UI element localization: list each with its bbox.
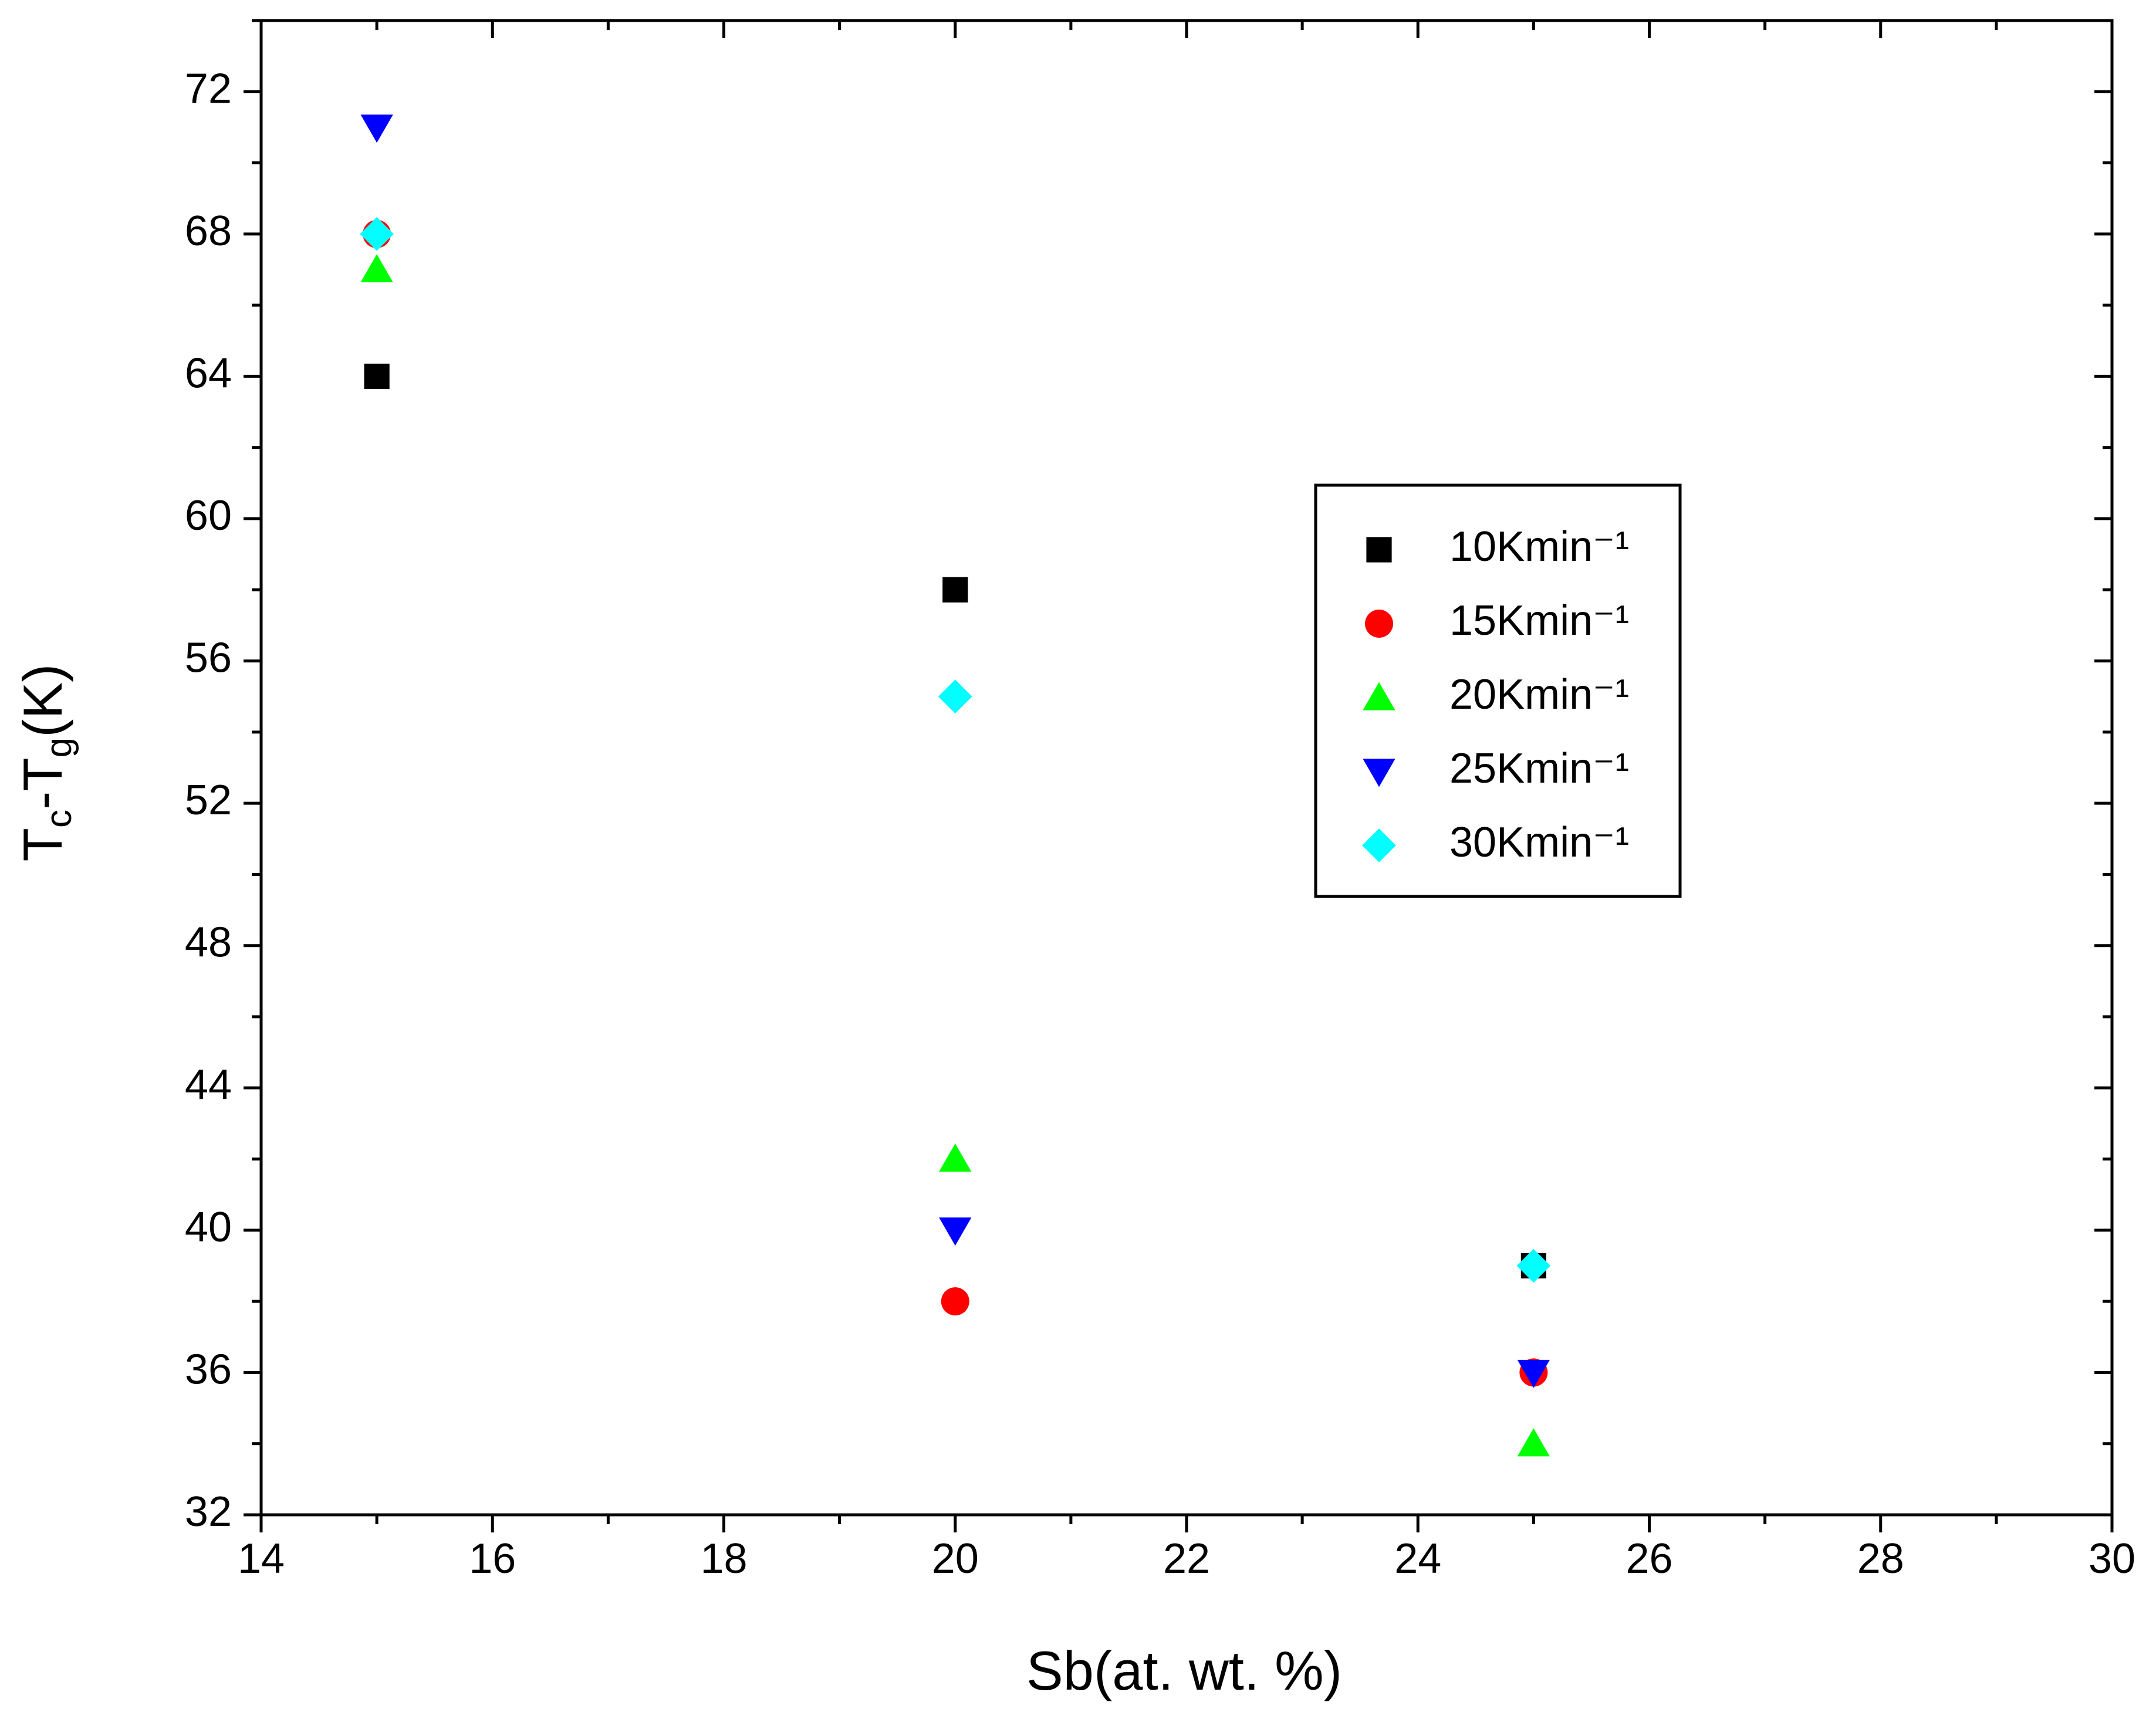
- marker: [938, 679, 972, 714]
- marker: [360, 114, 393, 143]
- x-tick-label: 28: [1857, 1535, 1904, 1582]
- marker: [1517, 1428, 1550, 1457]
- x-tick-label: 14: [238, 1535, 285, 1582]
- marker: [939, 1143, 972, 1172]
- y-axis-title: Tc-Tg(K): [12, 664, 80, 862]
- x-tick-label: 16: [469, 1535, 516, 1582]
- y-axis-title-part: -T: [12, 757, 73, 810]
- marker: [939, 1217, 972, 1246]
- y-tick-label: 32: [185, 1488, 232, 1535]
- x-tick-label: 20: [932, 1535, 979, 1582]
- legend-label: 20Kmin⁻¹: [1449, 671, 1629, 718]
- x-axis-title: Sb(at. wt. %): [1026, 1640, 1342, 1701]
- y-tick-label: 36: [185, 1346, 232, 1393]
- y-tick-label: 56: [185, 635, 232, 682]
- y-axis-title-subscript: g: [39, 737, 79, 757]
- legend-label: 10Kmin⁻¹: [1449, 523, 1629, 570]
- y-tick-label: 64: [185, 350, 232, 397]
- y-tick-label: 60: [185, 492, 232, 539]
- marker: [942, 577, 968, 603]
- legend-marker: [1365, 610, 1393, 638]
- y-axis-title-part: T: [12, 828, 73, 861]
- marker: [360, 254, 393, 283]
- y-tick-label: 72: [185, 65, 232, 112]
- marker: [1516, 1248, 1551, 1283]
- plot-frame: [259, 19, 2114, 1517]
- legend-label: 15Kmin⁻¹: [1449, 597, 1629, 644]
- x-tick-label: 24: [1394, 1535, 1441, 1582]
- y-tick-label: 44: [185, 1061, 232, 1108]
- marker: [364, 363, 390, 390]
- marker: [941, 1287, 969, 1316]
- y-axis-title-subscript: c: [39, 810, 79, 828]
- legend-marker: [1363, 759, 1395, 787]
- x-tick-label: 22: [1163, 1535, 1210, 1582]
- y-axis-title-part: (K): [12, 664, 73, 737]
- legend-marker: [1366, 537, 1392, 563]
- legend-label: 25Kmin⁻¹: [1449, 745, 1629, 792]
- x-tick-label: 26: [1626, 1535, 1672, 1582]
- x-tick-label: 30: [2089, 1535, 2135, 1582]
- marker: [1517, 1359, 1550, 1388]
- legend-marker: [1363, 682, 1395, 710]
- y-tick-label: 52: [185, 777, 232, 824]
- x-tick-label: 18: [700, 1535, 747, 1582]
- legend-label: 30Kmin⁻¹: [1449, 819, 1629, 866]
- y-tick-label: 48: [185, 919, 232, 966]
- marker: [360, 217, 394, 251]
- legend-marker: [1362, 828, 1396, 862]
- y-tick-label: 40: [185, 1204, 232, 1251]
- y-tick-label: 68: [185, 208, 232, 255]
